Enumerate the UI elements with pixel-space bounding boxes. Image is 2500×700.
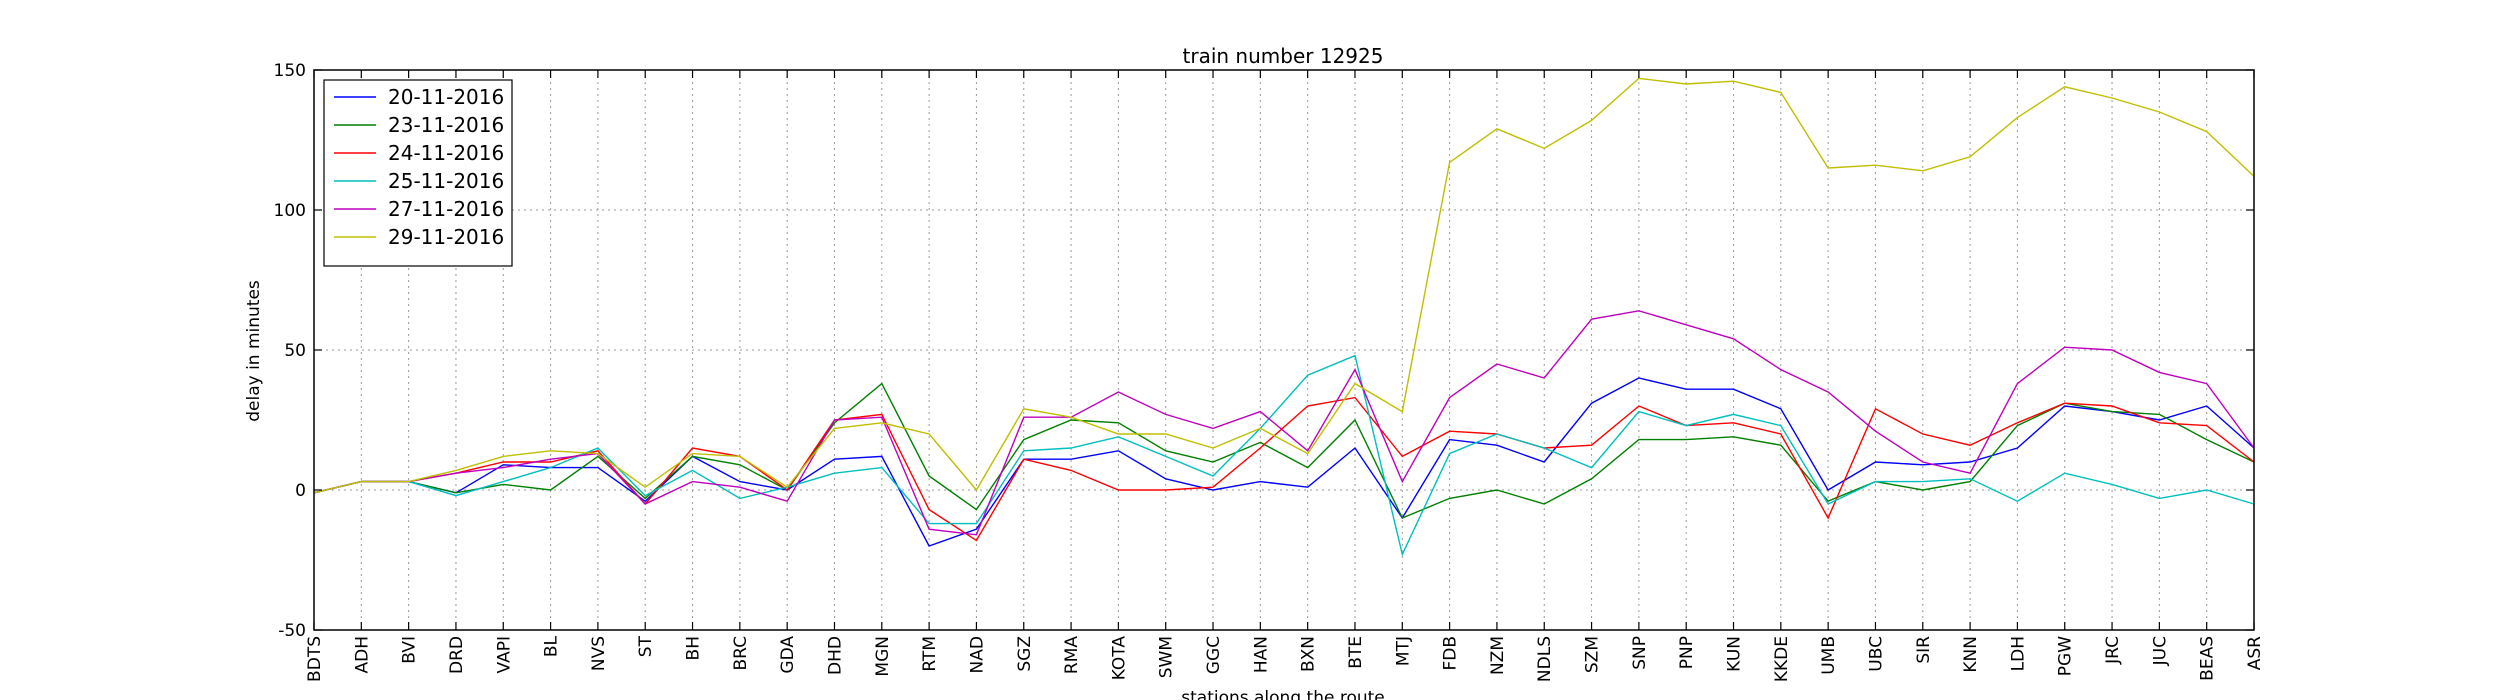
x-tick-label: SGZ: [1015, 636, 1035, 672]
series-lines: [313, 77, 2255, 557]
y-tick-label: 150: [274, 61, 306, 81]
x-tick-label: FDB: [1441, 636, 1461, 671]
y-axis-ticks: -50 0 50 100 150: [274, 61, 2254, 641]
x-tick-label: PGW: [2056, 636, 2076, 676]
x-tick-label: VAPI: [494, 636, 514, 673]
series-line-1: [313, 382, 2255, 519]
plot-frame: [313, 69, 2255, 631]
x-axis-label: stations along the route: [1181, 688, 1385, 700]
legend-label: 24-11-2016: [388, 141, 504, 165]
x-tick-label: KNN: [1961, 636, 1981, 673]
series-line-3: [313, 354, 2255, 557]
x-tick-label: NZM: [1488, 636, 1508, 675]
x-tick-label: JUC: [2150, 636, 2170, 666]
legend-label: 25-11-2016: [388, 169, 504, 193]
y-axis-label: delay in minutes: [244, 280, 264, 422]
x-tick-label: LDH: [2008, 636, 2028, 671]
x-tick-label: NDLS: [1535, 636, 1555, 682]
series-line-2: [313, 396, 2255, 542]
x-tick-label: MTJ: [1393, 636, 1413, 666]
x-tick-label: BEAS: [2198, 636, 2218, 681]
x-tick-label: KUN: [1725, 636, 1745, 672]
x-tick-label: SIR: [1914, 636, 1934, 664]
x-tick-label: DRD: [447, 636, 467, 674]
x-tick-label: BVI: [400, 636, 420, 664]
x-tick-label: HAN: [1251, 636, 1271, 673]
x-tick-label: ADH: [352, 636, 372, 674]
y-tick-label: 0: [295, 481, 306, 501]
x-tick-label: JRC: [2103, 636, 2123, 665]
x-tick-label: UBC: [1866, 636, 1886, 672]
x-tick-label: BH: [684, 636, 704, 660]
x-tick-label: GDA: [778, 636, 798, 674]
x-tick-label: NVS: [589, 636, 609, 671]
series-line-4: [313, 310, 2255, 536]
y-tick-label: -50: [278, 621, 306, 641]
x-tick-label: UMB: [1819, 636, 1839, 675]
grid: [313, 69, 2255, 631]
legend: 20-11-2016 23-11-2016 24-11-2016 25-11-2016…: [323, 79, 513, 267]
x-axis-ticks: BDTS ADH BVI DRD VAPI BL NVS ST BH BRC GDA DHD MGN RT…: [305, 70, 2265, 682]
x-tick-label: BRC: [731, 636, 751, 671]
y-tick-label: 100: [274, 201, 306, 221]
legend-label: 29-11-2016: [388, 225, 504, 249]
x-tick-label: MGN: [873, 636, 893, 677]
x-tick-label: NAD: [967, 636, 987, 673]
y-tick-label: 50: [284, 341, 306, 361]
x-tick-label: BXN: [1299, 636, 1319, 672]
x-tick-label: RMA: [1062, 636, 1082, 674]
x-tick-label: PNP: [1677, 636, 1697, 669]
x-tick-label: SWM: [1157, 636, 1177, 678]
x-tick-label: BDTS: [305, 636, 325, 682]
legend-label: 23-11-2016: [388, 113, 504, 137]
x-tick-label: BL: [542, 635, 562, 657]
x-tick-label: KKDE: [1772, 636, 1792, 682]
x-tick-label: GGC: [1204, 636, 1224, 674]
x-tick-label: DHD: [825, 636, 845, 675]
chart-title: train number 12925: [1183, 44, 1384, 68]
legend-label: 20-11-2016: [388, 85, 504, 109]
series-line-5: [313, 77, 2255, 494]
x-tick-label: ASR: [2245, 636, 2265, 670]
x-tick-label: SZM: [1583, 636, 1603, 673]
x-tick-label: RTM: [920, 636, 940, 672]
x-tick-label: ST: [636, 635, 656, 657]
x-tick-label: KOTA: [1109, 636, 1129, 681]
legend-label: 27-11-2016: [388, 197, 504, 221]
x-tick-label: SNP: [1630, 636, 1650, 670]
legend-box: [323, 79, 513, 267]
x-tick-label: BTE: [1346, 636, 1366, 669]
